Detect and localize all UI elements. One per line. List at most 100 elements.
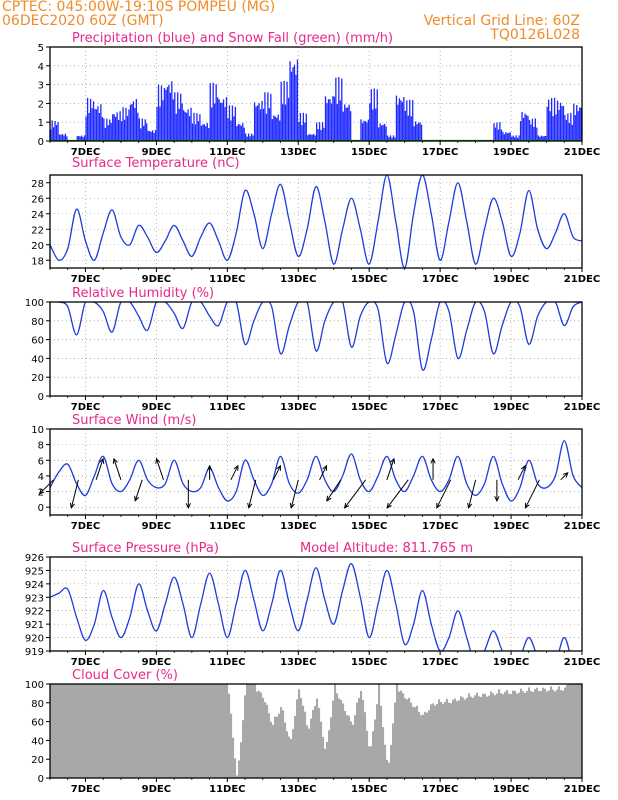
cloud-bar xyxy=(258,690,261,778)
wind-arrow xyxy=(386,458,395,480)
precip-bar xyxy=(534,118,537,141)
cloud-bar xyxy=(490,691,493,778)
cloud-bar xyxy=(216,684,219,778)
precip-bar xyxy=(159,106,161,141)
precip-bar xyxy=(131,103,133,141)
precip-bar xyxy=(54,121,56,141)
cloud-bar xyxy=(166,684,169,778)
cloud-bar xyxy=(498,689,501,778)
cloud-bar xyxy=(160,684,163,778)
precip-bar xyxy=(51,120,53,141)
cloud-bar xyxy=(290,739,293,778)
precip-bar xyxy=(522,117,525,141)
precip-bar xyxy=(221,102,223,141)
precip-bar xyxy=(185,112,188,141)
precip-bar xyxy=(556,100,559,141)
cloud-bar xyxy=(200,684,203,778)
cloud-bar xyxy=(320,721,323,778)
precip-bar xyxy=(150,131,152,141)
precip-bar xyxy=(184,111,186,141)
cloud-bar xyxy=(116,684,119,778)
precip-bar xyxy=(169,92,171,141)
y-tick-label: 0 xyxy=(38,137,44,148)
precip-bar xyxy=(574,115,576,141)
precip-bar xyxy=(502,131,504,141)
precip-bar xyxy=(248,133,250,141)
cloud-bar xyxy=(318,707,321,778)
precip-bar xyxy=(151,130,154,141)
cloud-bar xyxy=(288,736,291,778)
precip-bar xyxy=(249,136,251,141)
precip-bar xyxy=(310,134,312,141)
precip-bar xyxy=(267,92,269,141)
wind-arrow-head xyxy=(326,495,332,502)
cloud-bar xyxy=(126,684,129,778)
precip-bar xyxy=(234,106,237,141)
cloud-bar xyxy=(144,684,147,778)
cloud-bar xyxy=(332,700,335,778)
precip-bar xyxy=(313,134,315,141)
cloud-bar xyxy=(476,692,479,778)
cloud-bar xyxy=(180,684,183,778)
cloud-bar xyxy=(162,684,165,778)
y-tick-label: 0 xyxy=(38,503,44,514)
precip-bar xyxy=(339,100,341,141)
precip-bar xyxy=(144,119,146,141)
y-tick-label: 20 xyxy=(31,755,44,766)
precip-bar xyxy=(239,124,241,141)
panel-5: Cloud Cover (%) 0 20 40 60 80 100 7DEC 9DEC 11DEC… xyxy=(25,668,600,795)
cloud-bar xyxy=(488,695,491,778)
precip-bar xyxy=(555,114,557,141)
cloud-bar xyxy=(188,684,191,778)
precip-bar xyxy=(156,106,158,141)
x-tick-label: 21DEC xyxy=(564,402,600,413)
precip-bar xyxy=(209,83,211,141)
x-tick-label: 15DEC xyxy=(351,521,387,532)
precip-bar xyxy=(332,96,334,141)
panel-title: Relative Humidity (%) xyxy=(72,286,214,301)
cloud-bar xyxy=(378,684,381,778)
cloud-bar xyxy=(282,710,285,778)
cloud-bar xyxy=(156,684,159,778)
cloud-bar xyxy=(252,684,255,778)
cloud-bar xyxy=(56,684,59,778)
cloud-bar xyxy=(428,710,431,778)
precip-bar xyxy=(228,105,231,141)
x-tick-label: 21DEC xyxy=(564,657,600,668)
cloud-bar xyxy=(114,684,117,778)
cloud-bar xyxy=(426,712,429,778)
precip-bar xyxy=(559,102,562,141)
wind-arrow-head xyxy=(390,457,396,464)
cloud-bar xyxy=(264,702,267,778)
precip-bar xyxy=(579,107,581,141)
cloud-bar xyxy=(204,684,207,778)
cloud-bar xyxy=(326,741,329,778)
precip-bar xyxy=(218,99,220,141)
precip-bar xyxy=(200,125,203,141)
cloud-bar xyxy=(322,737,325,778)
cloud-bar xyxy=(194,684,197,778)
precip-bar xyxy=(524,113,526,141)
cloud-bar xyxy=(376,704,379,778)
cloud-bar xyxy=(134,684,137,778)
precip-bar xyxy=(565,119,568,141)
panel-title: Cloud Cover (%) xyxy=(72,668,178,683)
cloud-bar xyxy=(474,695,477,778)
wind-arrow xyxy=(436,479,452,509)
cloud-bar xyxy=(558,686,561,778)
cloud-bar xyxy=(486,696,489,778)
x-tick-label: 19DEC xyxy=(493,402,529,413)
precip-bar xyxy=(519,121,522,141)
cloud-bar xyxy=(298,689,301,778)
cloud-bar xyxy=(512,690,515,778)
precip-bar xyxy=(279,120,281,141)
cloud-bar xyxy=(526,691,529,778)
cloud-bar xyxy=(122,684,125,778)
cloud-bar xyxy=(576,684,579,778)
cloud-bar xyxy=(506,690,509,778)
cloud-bar xyxy=(480,696,483,778)
precip-bar xyxy=(420,124,423,141)
precip-bar xyxy=(580,107,582,141)
precip-bar xyxy=(203,124,205,141)
cloud-bar xyxy=(380,705,383,778)
